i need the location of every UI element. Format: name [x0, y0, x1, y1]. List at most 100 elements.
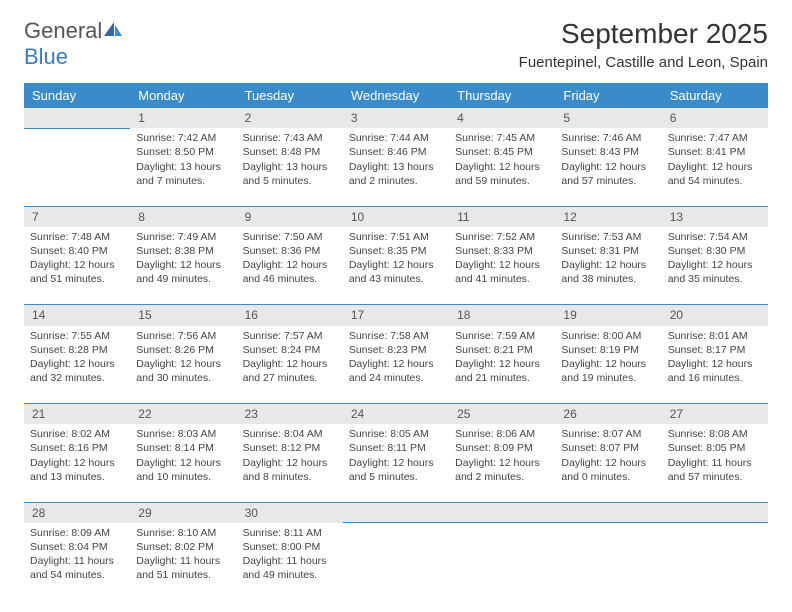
brand-line1: General [24, 18, 102, 43]
day1-text: Daylight: 12 hours [30, 456, 124, 470]
header: General Blue September 2025 Fuentepinel,… [24, 18, 768, 71]
day2-text: and 51 minutes. [136, 568, 230, 582]
day2-text: and 2 minutes. [455, 470, 549, 484]
day-number-row: 21222324252627 [24, 404, 768, 425]
sunset-text: Sunset: 8:45 PM [455, 145, 549, 159]
calendar-cell [343, 523, 449, 601]
day2-text: and 49 minutes. [136, 272, 230, 286]
day-number: 5 [555, 108, 661, 128]
calendar-cell: Sunrise: 7:44 AMSunset: 8:46 PMDaylight:… [343, 128, 449, 206]
day1-text: Daylight: 12 hours [136, 258, 230, 272]
day1-text: Daylight: 12 hours [136, 456, 230, 470]
day-number: 14 [24, 305, 130, 326]
title-block: September 2025 Fuentepinel, Castille and… [519, 18, 768, 71]
calendar-week-row: Sunrise: 8:02 AMSunset: 8:16 PMDaylight:… [24, 424, 768, 502]
day1-text: Daylight: 12 hours [561, 456, 655, 470]
sunrise-text: Sunrise: 7:50 AM [243, 230, 337, 244]
sunset-text: Sunset: 8:28 PM [30, 343, 124, 357]
day-number: 30 [237, 502, 343, 523]
day-number: 9 [237, 206, 343, 227]
day2-text: and 21 minutes. [455, 371, 549, 385]
day-number: 13 [662, 206, 768, 227]
sunrise-text: Sunrise: 8:04 AM [243, 427, 337, 441]
day-number: 8 [130, 206, 236, 227]
sunrise-text: Sunrise: 7:54 AM [668, 230, 762, 244]
day2-text: and 54 minutes. [668, 174, 762, 188]
day2-text: and 0 minutes. [561, 470, 655, 484]
brand-logo: General Blue [24, 18, 124, 70]
sunset-text: Sunset: 8:40 PM [30, 244, 124, 258]
calendar-cell: Sunrise: 8:08 AMSunset: 8:05 PMDaylight:… [662, 424, 768, 502]
day2-text: and 57 minutes. [561, 174, 655, 188]
sunset-text: Sunset: 8:43 PM [561, 145, 655, 159]
sunrise-text: Sunrise: 8:00 AM [561, 329, 655, 343]
calendar-cell: Sunrise: 7:54 AMSunset: 8:30 PMDaylight:… [662, 227, 768, 305]
sunset-text: Sunset: 8:33 PM [455, 244, 549, 258]
sunrise-text: Sunrise: 7:52 AM [455, 230, 549, 244]
day1-text: Daylight: 12 hours [561, 160, 655, 174]
sunset-text: Sunset: 8:19 PM [561, 343, 655, 357]
day-number [24, 108, 130, 128]
day2-text: and 57 minutes. [668, 470, 762, 484]
calendar-week-row: Sunrise: 7:55 AMSunset: 8:28 PMDaylight:… [24, 326, 768, 404]
day2-text: and 46 minutes. [243, 272, 337, 286]
sunset-text: Sunset: 8:30 PM [668, 244, 762, 258]
sunrise-text: Sunrise: 7:58 AM [349, 329, 443, 343]
sunset-text: Sunset: 8:17 PM [668, 343, 762, 357]
weekday-header: Tuesday [237, 83, 343, 108]
calendar-cell: Sunrise: 8:04 AMSunset: 8:12 PMDaylight:… [237, 424, 343, 502]
sunrise-text: Sunrise: 8:01 AM [668, 329, 762, 343]
sunset-text: Sunset: 8:41 PM [668, 145, 762, 159]
day2-text: and 8 minutes. [243, 470, 337, 484]
sunset-text: Sunset: 8:11 PM [349, 441, 443, 455]
sunset-text: Sunset: 8:00 PM [243, 540, 337, 554]
sunset-text: Sunset: 8:04 PM [30, 540, 124, 554]
sunset-text: Sunset: 8:21 PM [455, 343, 549, 357]
sunset-text: Sunset: 8:12 PM [243, 441, 337, 455]
day-number: 22 [130, 404, 236, 425]
day-number: 10 [343, 206, 449, 227]
day-number: 17 [343, 305, 449, 326]
day-number [662, 502, 768, 523]
day-number-row: 282930 [24, 502, 768, 523]
sunrise-text: Sunrise: 7:44 AM [349, 131, 443, 145]
day1-text: Daylight: 13 hours [136, 160, 230, 174]
calendar-cell: Sunrise: 8:10 AMSunset: 8:02 PMDaylight:… [130, 523, 236, 601]
day-number: 7 [24, 206, 130, 227]
day2-text: and 38 minutes. [561, 272, 655, 286]
sunrise-text: Sunrise: 7:42 AM [136, 131, 230, 145]
calendar-cell: Sunrise: 7:47 AMSunset: 8:41 PMDaylight:… [662, 128, 768, 206]
sunrise-text: Sunrise: 8:11 AM [243, 526, 337, 540]
day-number: 20 [662, 305, 768, 326]
day-number [555, 502, 661, 523]
sunset-text: Sunset: 8:02 PM [136, 540, 230, 554]
day-number-row: 123456 [24, 108, 768, 128]
calendar-week-row: Sunrise: 7:48 AMSunset: 8:40 PMDaylight:… [24, 227, 768, 305]
calendar-cell: Sunrise: 7:55 AMSunset: 8:28 PMDaylight:… [24, 326, 130, 404]
day-number: 24 [343, 404, 449, 425]
weekday-header-row: Sunday Monday Tuesday Wednesday Thursday… [24, 83, 768, 108]
day-number: 18 [449, 305, 555, 326]
weekday-header: Sunday [24, 83, 130, 108]
sunrise-text: Sunrise: 7:45 AM [455, 131, 549, 145]
calendar-cell: Sunrise: 8:05 AMSunset: 8:11 PMDaylight:… [343, 424, 449, 502]
calendar-cell: Sunrise: 7:46 AMSunset: 8:43 PMDaylight:… [555, 128, 661, 206]
calendar-cell: Sunrise: 8:09 AMSunset: 8:04 PMDaylight:… [24, 523, 130, 601]
sunrise-text: Sunrise: 8:06 AM [455, 427, 549, 441]
sunrise-text: Sunrise: 7:56 AM [136, 329, 230, 343]
sunrise-text: Sunrise: 8:10 AM [136, 526, 230, 540]
weekday-header: Monday [130, 83, 236, 108]
day-number: 29 [130, 502, 236, 523]
day1-text: Daylight: 12 hours [30, 357, 124, 371]
sunset-text: Sunset: 8:26 PM [136, 343, 230, 357]
day2-text: and 13 minutes. [30, 470, 124, 484]
day1-text: Daylight: 11 hours [136, 554, 230, 568]
day2-text: and 24 minutes. [349, 371, 443, 385]
day2-text: and 27 minutes. [243, 371, 337, 385]
calendar-cell: Sunrise: 7:43 AMSunset: 8:48 PMDaylight:… [237, 128, 343, 206]
sunrise-text: Sunrise: 8:07 AM [561, 427, 655, 441]
sunrise-text: Sunrise: 7:57 AM [243, 329, 337, 343]
sunrise-text: Sunrise: 7:49 AM [136, 230, 230, 244]
day1-text: Daylight: 12 hours [455, 258, 549, 272]
day-number: 11 [449, 206, 555, 227]
